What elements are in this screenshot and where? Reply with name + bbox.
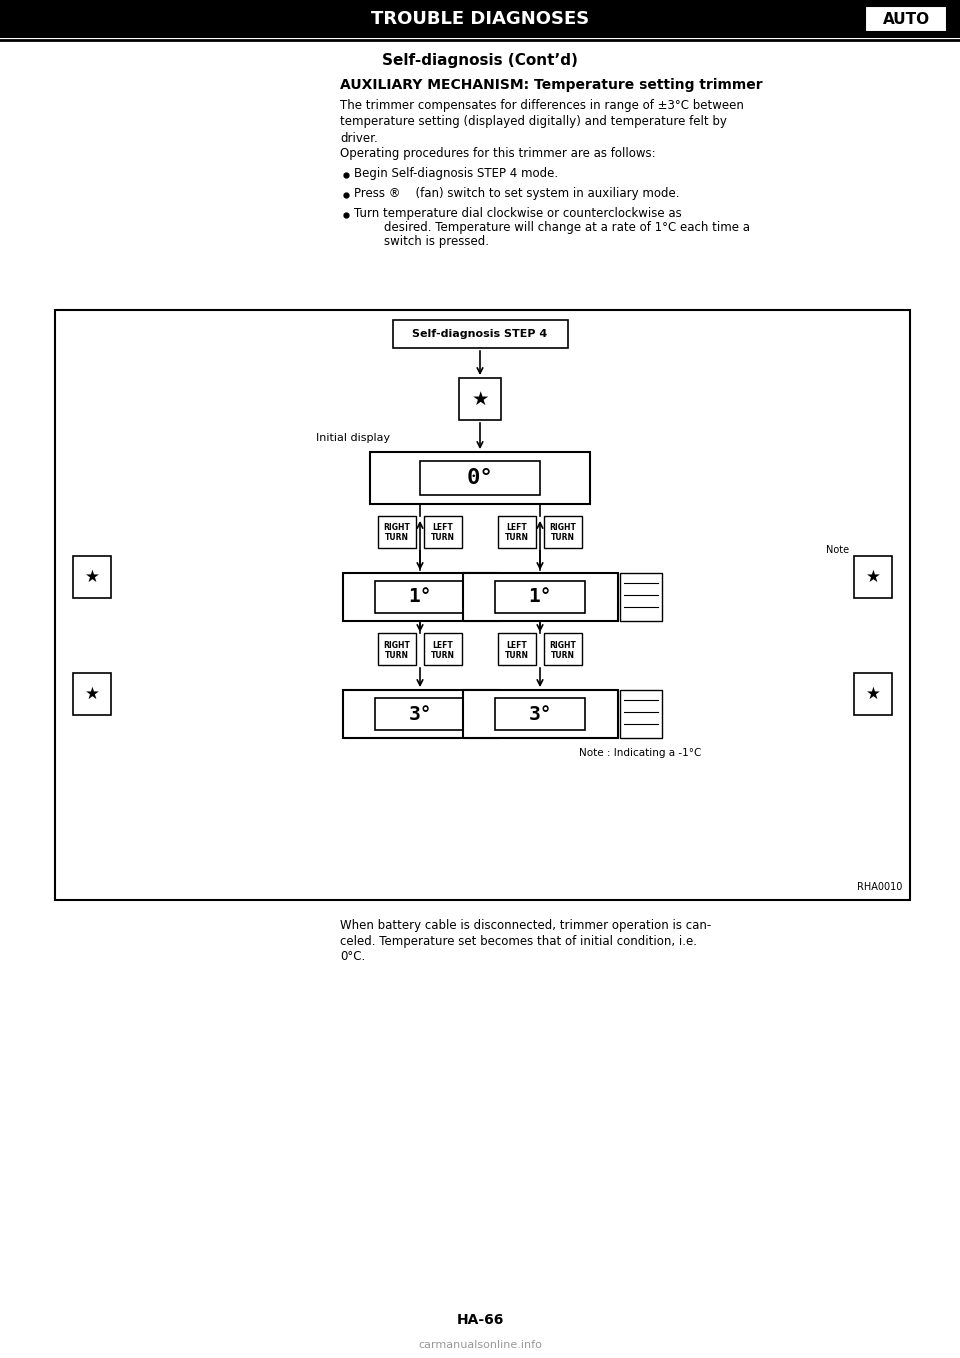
Bar	[463, 573, 617, 621]
Text: Initial display: Initial display	[316, 433, 390, 443]
Text: switch is pressed.: switch is pressed.	[354, 235, 489, 249]
Bar	[854, 555, 892, 598]
Text: RIGHT: RIGHT	[549, 523, 576, 532]
Text: 3°: 3°	[528, 705, 552, 724]
Text: When battery cable is disconnected, trimmer operation is can-: When battery cable is disconnected, trim…	[340, 918, 711, 932]
Bar	[498, 516, 536, 549]
Text: ★: ★	[84, 684, 100, 703]
Text: TURN: TURN	[385, 534, 409, 542]
Bar	[73, 555, 111, 598]
Bar	[0, 0, 960, 38]
Bar	[865, 5, 947, 33]
Text: RHA0010: RHA0010	[856, 881, 902, 892]
Bar	[73, 674, 111, 716]
Text: ★: ★	[84, 568, 100, 587]
Bar	[544, 516, 582, 549]
Bar	[378, 516, 416, 549]
Text: 3°: 3°	[408, 705, 432, 724]
Bar	[343, 573, 497, 621]
Text: temperature setting (displayed digitally) and temperature felt by: temperature setting (displayed digitally…	[340, 115, 727, 129]
Text: RIGHT: RIGHT	[549, 641, 576, 649]
Text: TURN: TURN	[505, 650, 529, 660]
Bar	[393, 320, 567, 348]
Bar	[459, 378, 501, 420]
Text: TURN: TURN	[505, 534, 529, 542]
Bar	[498, 633, 536, 665]
Bar	[619, 690, 661, 737]
Text: TROUBLE DIAGNOSES: TROUBLE DIAGNOSES	[371, 10, 589, 29]
Text: Self-diagnosis (Cont’d): Self-diagnosis (Cont’d)	[382, 53, 578, 68]
Text: HA-66: HA-66	[456, 1313, 504, 1327]
Text: 1°: 1°	[528, 588, 552, 607]
Text: TURN: TURN	[551, 650, 575, 660]
Text: celed. Temperature set becomes that of initial condition, i.e.: celed. Temperature set becomes that of i…	[340, 934, 697, 948]
Text: LEFT: LEFT	[507, 641, 527, 649]
Bar	[424, 516, 462, 549]
Text: Self-diagnosis STEP 4: Self-diagnosis STEP 4	[413, 329, 547, 340]
Text: The trimmer compensates for differences in range of ±3°C between: The trimmer compensates for differences …	[340, 99, 744, 113]
Text: driver.: driver.	[340, 132, 377, 144]
Bar	[463, 690, 617, 737]
Text: ★: ★	[866, 684, 880, 703]
Text: TURN: TURN	[551, 534, 575, 542]
Bar	[378, 633, 416, 665]
Text: TURN: TURN	[431, 650, 455, 660]
Bar	[544, 633, 582, 665]
Text: ★: ★	[471, 390, 489, 409]
Text: carmanualsonline.info: carmanualsonline.info	[418, 1340, 542, 1350]
Bar	[375, 698, 465, 731]
Text: Note : Indicating a -1°C: Note : Indicating a -1°C	[579, 748, 702, 758]
Text: AUXILIARY MECHANISM: Temperature setting trimmer: AUXILIARY MECHANISM: Temperature setting…	[340, 77, 762, 92]
Text: RIGHT: RIGHT	[384, 523, 411, 532]
Text: Begin Self-diagnosis STEP 4 mode.: Begin Self-diagnosis STEP 4 mode.	[354, 167, 558, 181]
Text: 0°C.: 0°C.	[340, 951, 365, 963]
Text: Note: Note	[826, 545, 849, 555]
Text: TURN: TURN	[385, 650, 409, 660]
Bar	[343, 690, 497, 737]
Text: 0°: 0°	[467, 469, 493, 488]
Text: desired. Temperature will change at a rate of 1°C each time a: desired. Temperature will change at a ra…	[354, 221, 750, 235]
Bar	[854, 674, 892, 716]
Bar	[370, 452, 590, 504]
Text: LEFT: LEFT	[507, 523, 527, 532]
Text: 1°: 1°	[408, 588, 432, 607]
Bar	[375, 581, 465, 612]
Text: ★: ★	[866, 568, 880, 587]
Bar	[619, 573, 661, 621]
Bar	[420, 460, 540, 496]
Text: LEFT: LEFT	[433, 523, 453, 532]
Bar	[495, 698, 585, 731]
Text: Turn temperature dial clockwise or counterclockwise as: Turn temperature dial clockwise or count…	[354, 208, 682, 220]
Text: TURN: TURN	[431, 534, 455, 542]
Bar	[55, 310, 910, 900]
Text: RIGHT: RIGHT	[384, 641, 411, 649]
Bar	[424, 633, 462, 665]
Text: Operating procedures for this trimmer are as follows:: Operating procedures for this trimmer ar…	[340, 148, 656, 160]
Text: AUTO: AUTO	[882, 11, 929, 27]
Text: Press ®    (fan) switch to set system in auxiliary mode.: Press ® (fan) switch to set system in au…	[354, 187, 680, 201]
Text: LEFT: LEFT	[433, 641, 453, 649]
Bar	[495, 581, 585, 612]
